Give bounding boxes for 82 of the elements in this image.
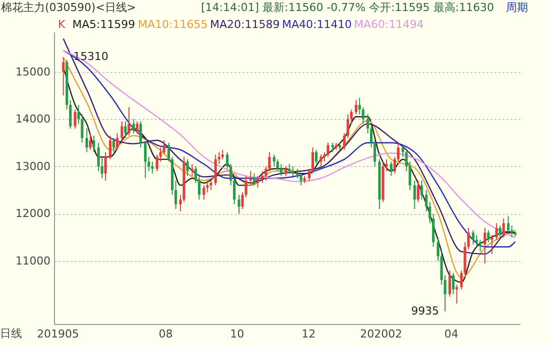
candlestick xyxy=(308,168,311,182)
y-tick-label: 15000 xyxy=(16,65,50,78)
candlestick xyxy=(280,164,282,176)
chart-title: 棉花主力(030590)<日线> xyxy=(1,1,136,14)
candlestick xyxy=(448,270,452,298)
candlestick xyxy=(416,180,420,202)
candlestick xyxy=(300,173,302,186)
x-tick-label: 202002 xyxy=(360,328,402,340)
candlestick xyxy=(455,284,458,304)
candlestick xyxy=(354,100,358,115)
candlestick xyxy=(484,227,486,264)
candlestick xyxy=(92,135,96,153)
annotation: 15310 xyxy=(73,50,108,64)
text: 日线 xyxy=(0,327,22,340)
chart-subtitle: [14:14:01] 最新:11560 -0.77% 今开:11595 最高:11630 xyxy=(201,1,494,14)
x-tick-label: 12 xyxy=(302,328,316,340)
candlestick xyxy=(167,142,170,162)
candlestick xyxy=(284,166,288,176)
candlestick xyxy=(144,142,147,179)
candlestick xyxy=(104,152,107,182)
candlestick xyxy=(390,161,393,176)
annotation: 9935 xyxy=(411,304,440,318)
x-tick-label: 10 xyxy=(230,328,244,340)
candlestick xyxy=(136,120,138,134)
text: 周期 xyxy=(506,1,528,14)
candlestick xyxy=(314,149,318,165)
candlestick xyxy=(506,216,510,234)
candlestick xyxy=(331,142,334,153)
candlestick xyxy=(292,166,294,176)
candlestick xyxy=(210,180,212,191)
candlestick xyxy=(362,106,364,124)
x-tick-label: 08 xyxy=(158,328,173,340)
candlestick xyxy=(108,135,112,160)
candlestick xyxy=(498,225,502,238)
candlestick xyxy=(112,138,116,153)
x-tick-label: 201905 xyxy=(37,328,80,340)
y-tick-label: 12000 xyxy=(16,207,50,220)
candlestick xyxy=(116,132,119,150)
candlestick xyxy=(478,239,482,252)
candlestick xyxy=(88,132,92,150)
y-tick-label: 11000 xyxy=(16,254,50,268)
candlestick xyxy=(256,175,260,188)
text: MA10:11655 xyxy=(138,18,208,31)
text: MA60:11494 xyxy=(354,18,424,31)
candlestick xyxy=(202,184,206,200)
candlestick xyxy=(162,140,166,156)
candlestick xyxy=(62,56,65,96)
candlestick xyxy=(139,120,142,148)
candlestick xyxy=(413,180,416,210)
candlestick xyxy=(452,272,455,295)
candlestick xyxy=(124,120,127,139)
candlestick xyxy=(214,154,217,186)
candlestick xyxy=(320,154,322,167)
candlestick xyxy=(132,118,135,134)
candlestick xyxy=(249,170,252,186)
candlestick xyxy=(472,230,474,245)
candlestick xyxy=(238,194,240,214)
text: MA40:11410 xyxy=(282,18,352,31)
candlestick xyxy=(502,218,505,238)
candlestick xyxy=(252,173,256,186)
candlestick xyxy=(221,149,224,160)
candlestick xyxy=(128,106,130,136)
y-tick-label: 13000 xyxy=(16,160,50,173)
candlestick xyxy=(151,161,154,174)
candlestick xyxy=(495,222,498,240)
candlestick xyxy=(487,230,490,243)
candlestick xyxy=(74,109,76,130)
candlestick xyxy=(80,114,84,144)
candlestick xyxy=(85,128,88,153)
text: K xyxy=(58,18,66,31)
candlestick xyxy=(311,146,314,174)
candlestick xyxy=(490,234,494,254)
text: MA5:11599 xyxy=(72,18,136,31)
text: MA20:11589 xyxy=(210,18,280,31)
candlestick xyxy=(326,142,330,158)
candlestick xyxy=(276,158,279,172)
candlestick xyxy=(120,120,124,141)
candlestick xyxy=(420,180,423,200)
y-tick-label: 14000 xyxy=(16,112,50,126)
candlestick xyxy=(272,154,276,167)
candlestick xyxy=(186,158,189,176)
x-tick-label: 04 xyxy=(444,328,458,340)
